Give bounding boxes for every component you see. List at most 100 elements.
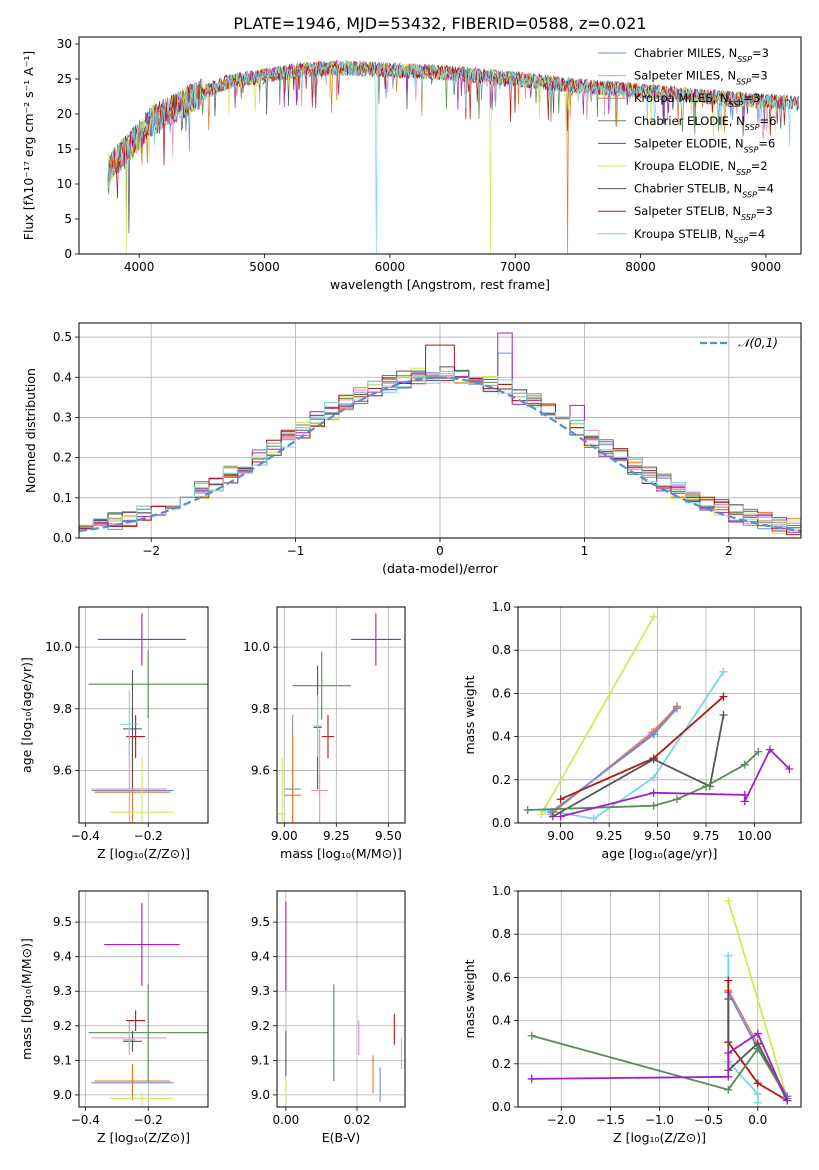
x-tick-label: −2.0: [547, 1113, 576, 1127]
grid: [518, 606, 801, 824]
weight-marker: [753, 1044, 762, 1053]
mass-vs-ebv-panel: 0.00 0.02 9.0 9.1 9.2 9.3 9.4 9.5 E(B-V): [251, 890, 406, 1145]
y-tick-label: 0.8: [492, 643, 511, 657]
weight-marker: [724, 1049, 733, 1057]
axes-overlay: −0.4 −0.2 9.6 9.8 10.0 Z [log₁₀(Z/Z⊙)] age [lo…: [19, 606, 209, 861]
axes-overlay: 9.00 9.25 9.50 9.6 9.8 10.0 mass [log₁₀(M/M⊙)]: [243, 606, 406, 861]
weight-marker: [783, 1096, 792, 1105]
y-tick-label: 0.6: [492, 686, 511, 700]
axes-overlay: 0.00 0.02 9.0 9.1 9.2 9.3 9.4 9.5 E(B-V): [251, 890, 406, 1145]
y-tick-label: 1.0: [492, 600, 511, 614]
errorbar-kroupa-elodie: [110, 1091, 174, 1106]
y-tick-label: 0.0: [492, 816, 511, 830]
errorbar-kroupa-stelib: [313, 694, 322, 757]
axes-frame: [276, 606, 406, 824]
y-tick-label: 9.5: [53, 915, 72, 929]
weight-marker: [649, 773, 658, 782]
legend-entry: Chabrier MILES, NSSP=3: [634, 46, 769, 64]
x-tick-label: −1.0: [645, 1113, 674, 1127]
y-tick-label: 0.0: [492, 1100, 511, 1114]
y-tick-label: 0.5: [53, 330, 72, 344]
weight-marker: [649, 801, 658, 810]
y-axis-label: Normed distribution: [23, 368, 38, 493]
errorbar-salpeter-elodie: [97, 613, 186, 666]
errorbar-salpeter-stelib: [126, 1010, 146, 1031]
weight-marker: [719, 711, 728, 719]
x-tick-label: 4000: [124, 260, 155, 274]
figure-title: PLATE=1946, MJD=53432, FIBERID=0588, z=0…: [233, 14, 646, 33]
weight-marker: [754, 747, 763, 756]
y-axis-label: mass weight: [462, 675, 477, 754]
residual-histogram-panel: −2 −1 0 1 2 0.0 0.1 0.2 0.3 0.4 0.5 (data-model)/er…: [23, 322, 802, 576]
y-axis-label: mass [log₁₀(M/M⊙)]: [19, 938, 34, 1060]
y-tick-label: 9.6: [53, 764, 72, 778]
weight-series-salpeter-elodie: [527, 1029, 792, 1105]
y-tick-label: 0.6: [492, 970, 511, 984]
grid: [277, 891, 405, 1107]
legend-entry: Kroupa ELODIE, NSSP=2: [634, 159, 768, 177]
weight-marker: [527, 1031, 536, 1040]
y-tick-label: 5: [64, 212, 72, 226]
y-tick-label: 10.0: [45, 640, 72, 654]
legend-entry: Chabrier ELODIE, NSSP=6: [634, 114, 776, 132]
weight-marker: [649, 755, 658, 764]
y-tick-label: 9.4: [53, 950, 72, 964]
x-tick-label: −1.5: [596, 1113, 625, 1127]
normal-reference-curve: [79, 376, 801, 533]
weight-marker: [523, 806, 532, 815]
weight-marker: [719, 667, 728, 676]
x-tick-label: 8000: [625, 260, 656, 274]
weight-line: [540, 616, 655, 815]
errorbar-chabrier-stelib: [123, 670, 142, 788]
axes-overlay: 9.00 9.25 9.50 9.75 10.00 0.0 0.2 0.4 0.6 0.8 1.0 a…: [462, 600, 802, 861]
plot-area: [79, 332, 801, 538]
weight-series-chabrier-elodie: [523, 747, 763, 815]
y-tick-label: 0: [64, 247, 72, 261]
grid: [79, 891, 208, 1107]
weight-marker: [589, 814, 598, 823]
legend-entry: Kroupa STELIB, NSSP=4: [634, 227, 765, 245]
x-tick-label: 9.00: [271, 829, 298, 843]
axes-frame: [517, 606, 802, 824]
y-tick-label: 10: [57, 177, 72, 191]
errorbar-kroupa-elodie: [110, 756, 174, 823]
grid: [518, 890, 801, 1108]
axes-frame: [78, 36, 802, 255]
plot-area: [88, 903, 208, 1106]
y-tick-label: 1.0: [492, 884, 511, 898]
plot-area: [527, 896, 792, 1107]
x-tick-label: 2: [725, 544, 733, 558]
x-tick-label: −0.4: [71, 829, 100, 843]
weight-series-salpeter-elodie: [556, 745, 794, 821]
y-tick-label: 0.0: [53, 531, 72, 545]
plot-area: [278, 613, 401, 823]
y-tick-label: 0.4: [492, 1014, 511, 1028]
weight-marker: [649, 612, 658, 621]
x-axis-label: Z [log₁₀(Z/Z⊙)]: [97, 846, 190, 861]
x-tick-label: 9.25: [323, 829, 350, 843]
weight-marker: [740, 797, 749, 806]
y-tick-label: 9.8: [53, 702, 72, 716]
y-tick-label: 0.2: [492, 773, 511, 787]
y-tick-label: 15: [57, 142, 72, 156]
spectrum-legend: Chabrier MILES, NSSP=3 Salpeter MILES, NS…: [598, 46, 776, 244]
errorbar-kroupa-stelib: [123, 1029, 136, 1050]
y-tick-label: 20: [57, 107, 72, 121]
errorbar-chabrier-elodie: [292, 651, 351, 720]
weight-marker: [556, 795, 565, 804]
weight-line: [560, 695, 725, 801]
x-tick-label: −2: [142, 544, 160, 558]
x-tick-label: 5000: [249, 260, 280, 274]
y-tick-label: 9.1: [53, 1053, 72, 1067]
legend-entry: 𝒩(0,1): [738, 336, 778, 350]
weight-marker: [556, 812, 565, 821]
legend-entry: Salpeter MILES, NSSP=3: [634, 69, 768, 87]
weight-marker: [753, 1090, 762, 1099]
weight-marker: [753, 1079, 762, 1088]
errorbar-kroupa-elodie: [278, 758, 287, 823]
plot-area: [285, 901, 402, 1106]
mass-vs-metallicity-panel: −0.4 −0.2 9.0 9.1 9.2 9.3 9.4 9.5 Z [log₁₀(Z/Z⊙)…: [19, 890, 209, 1145]
weight-marker: [785, 765, 794, 773]
weight-line: [550, 707, 678, 813]
legend-entry: Salpeter STELIB, NSSP=3: [634, 204, 773, 222]
